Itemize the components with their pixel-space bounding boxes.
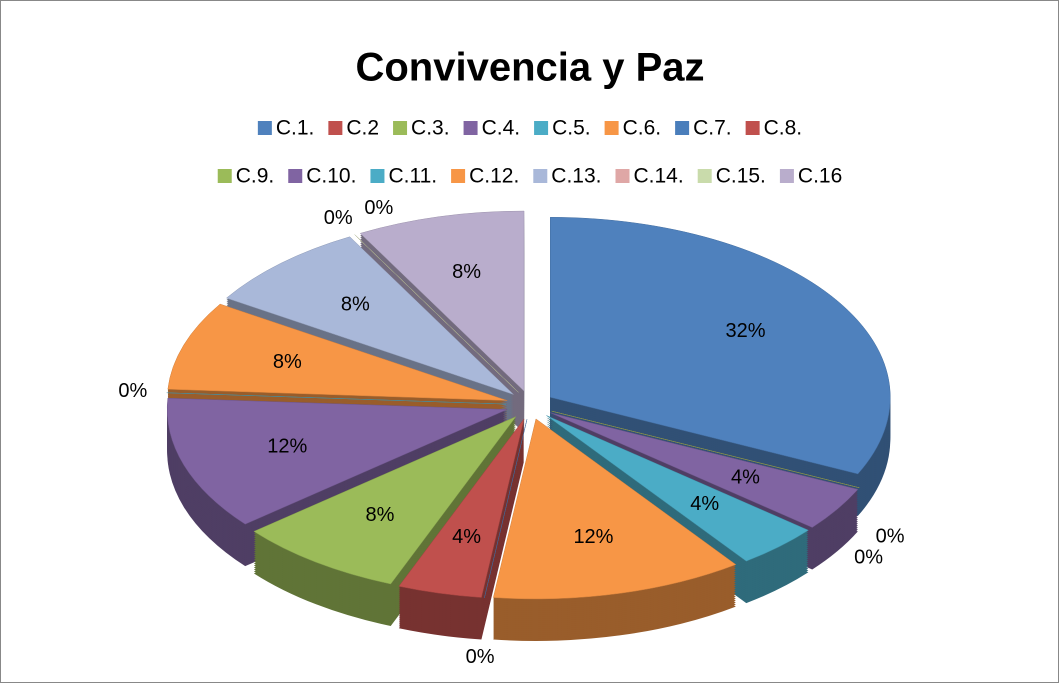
slice-top — [253, 416, 517, 585]
legend-swatch — [257, 121, 272, 135]
legend-swatch — [534, 121, 549, 135]
legend-swatch — [463, 121, 478, 135]
legend-label: C.6. — [623, 117, 662, 140]
data-label: 0% — [118, 380, 147, 402]
legend-swatch — [393, 121, 408, 135]
data-label: 8% — [366, 504, 395, 526]
legend-swatch — [328, 121, 343, 135]
legend-label: C.2 — [346, 117, 379, 140]
data-label: 8% — [341, 294, 370, 316]
legend-label: C.16 — [798, 165, 842, 188]
legend-label: C.9. — [236, 165, 275, 188]
slice — [398, 418, 525, 640]
slice-side — [166, 394, 507, 407]
data-label: 0% — [854, 547, 883, 569]
slice-side — [354, 238, 519, 397]
data-label: 0% — [364, 197, 393, 219]
legend-label: C.14. — [634, 165, 684, 188]
legend-swatch — [370, 169, 385, 183]
slice-top — [550, 412, 859, 528]
legend-label: C.10. — [306, 165, 356, 188]
data-label: 4% — [731, 467, 760, 489]
data-label: 0% — [324, 207, 353, 229]
chart-title: Convivencia y Paz — [355, 46, 704, 90]
legend-label: C.1. — [276, 117, 315, 140]
legend-label: C.8. — [764, 117, 803, 140]
data-label: 0% — [876, 526, 905, 548]
data-label: 8% — [273, 351, 302, 373]
legend-label: C.5. — [552, 117, 591, 140]
legend-label: C.4. — [482, 117, 521, 140]
data-label: 4% — [690, 493, 719, 515]
slice-top — [167, 303, 508, 401]
slice-top — [493, 418, 737, 600]
slice-side — [354, 236, 519, 395]
slice-top — [225, 236, 514, 395]
slice-top — [354, 234, 519, 393]
legend-swatch — [615, 169, 630, 183]
legend-swatch — [675, 121, 690, 135]
data-label: 8% — [452, 261, 481, 283]
slice-top — [550, 217, 891, 475]
data-label: 12% — [267, 436, 307, 458]
legend-row: C.1. C.2 C.3. C.4. C.5. C.6. C.7. C.8. — [257, 117, 803, 140]
slice — [484, 419, 528, 640]
data-label: 32% — [725, 320, 765, 342]
legend-label: C.13. — [551, 165, 601, 188]
legend-swatch — [288, 169, 303, 183]
slice-top — [398, 418, 525, 598]
legend-label: C.12. — [469, 165, 519, 188]
legend-row: C.9. C.10. C.11. C.12. C.13. C.14. C.15. C.16 — [217, 165, 842, 188]
legend-swatch — [451, 169, 466, 183]
legend-label: C.3. — [411, 117, 450, 140]
legend-swatch — [745, 121, 760, 135]
data-label: 12% — [573, 526, 613, 548]
legend-swatch — [697, 169, 712, 183]
legend-label: C.11. — [388, 165, 437, 188]
slice-side — [166, 396, 507, 409]
legend-swatch — [779, 169, 794, 183]
slice — [493, 418, 737, 641]
data-label: 0% — [466, 646, 495, 668]
legend-label: C.15. — [716, 165, 766, 188]
slice — [551, 410, 860, 530]
slice-top — [551, 410, 860, 489]
slice-top — [484, 419, 528, 598]
legend-swatch — [217, 169, 232, 183]
legend-label: C.7. — [693, 117, 732, 140]
slice-top — [546, 415, 809, 562]
legend-swatch — [533, 169, 548, 183]
slice-top — [166, 397, 508, 525]
slice-side — [354, 240, 519, 399]
data-label: 4% — [452, 526, 481, 548]
legend-swatch — [604, 121, 619, 135]
slice — [253, 416, 517, 627]
slice-top — [359, 210, 525, 392]
